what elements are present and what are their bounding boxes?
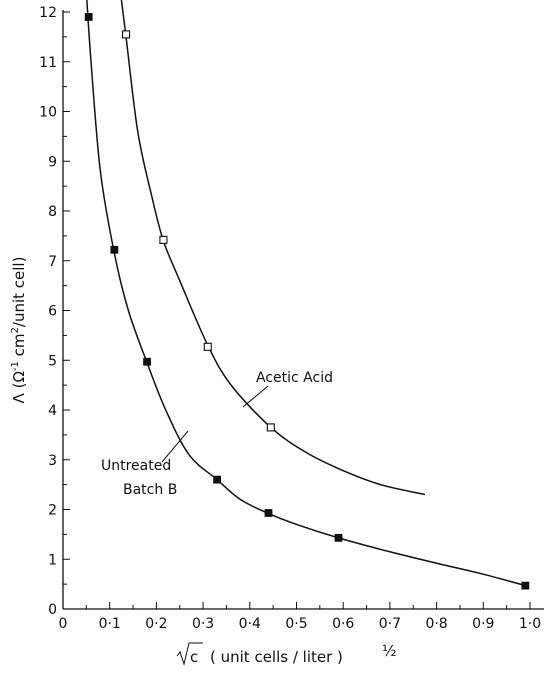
y-tick-label: 4 <box>48 403 57 419</box>
acetic-acid-annotation: Acetic Acid <box>242 370 333 408</box>
axes: 0 0·1 0·2 0·3 0·4 0·5 0·6 0·7 0·8 0·9 1·0012345678… <box>39 5 544 632</box>
y-axis-title-sup1: -1 <box>10 361 21 371</box>
radical-sign <box>176 642 203 666</box>
untreated-batch-b-point <box>264 509 273 517</box>
x-tick-label: 0 <box>59 616 68 632</box>
untreated-batch-b-point <box>521 581 530 590</box>
y-axis-title-part-b: cm <box>10 333 28 361</box>
curves <box>86 0 526 587</box>
y-tick-label: 10 <box>39 105 57 121</box>
acetic-acid-point <box>121 30 131 39</box>
y-tick-label: 6 <box>48 304 57 320</box>
x-tick-label: 0·9 <box>472 616 494 632</box>
y-axis-title-part-a: Λ (Ω <box>10 371 28 403</box>
x-tick-label: 0·7 <box>379 616 401 632</box>
acetic-acid-point <box>203 342 212 351</box>
y-axis-title: Λ (Ω-1 cm2/unit cell) <box>10 257 28 404</box>
y-axis-title-part-c: /unit cell) <box>10 257 28 328</box>
y-tick-label: 5 <box>48 353 57 369</box>
y-tick-label: 11 <box>39 55 57 71</box>
untreated-batch-b-point <box>334 533 343 542</box>
x-tick-label: 1·0 <box>519 616 541 632</box>
untreated-batch-b-point <box>110 245 119 254</box>
untreated-label-line2: Batch B <box>123 482 177 498</box>
y-tick-label: 1 <box>48 552 57 568</box>
x-tick-label: 0·8 <box>425 616 447 632</box>
untreated-batch-b-curve <box>86 0 526 587</box>
acetic-acid-point <box>159 235 168 244</box>
x-axis-title: c ( unit cells / liter ) ½ <box>176 642 397 666</box>
y-tick-label: 0 <box>48 602 57 618</box>
data-points <box>84 13 530 590</box>
y-tick-label: 2 <box>48 503 57 519</box>
untreated-batch-b-point <box>213 475 222 484</box>
untreated-annotation: Untreated Batch B <box>101 430 189 498</box>
acetic-acid-point <box>266 423 275 432</box>
y-tick-label: 7 <box>48 254 57 270</box>
y-tick-label: 9 <box>48 154 57 170</box>
x-tick-label: 0·3 <box>192 616 214 632</box>
x-axis-title-radicand: c <box>190 648 198 666</box>
x-axis-title-exponent: ½ <box>382 642 397 660</box>
y-tick-label: 3 <box>48 453 57 469</box>
x-axis-title-text: ( unit cells / liter ) <box>210 648 343 666</box>
x-tick-label: 0·4 <box>239 616 261 632</box>
y-axis-title-sup2: 2 <box>10 327 21 333</box>
acetic-acid-curve <box>120 0 426 496</box>
x-tick-label: 0·1 <box>99 616 121 632</box>
acetic-acid-pointer <box>242 385 269 408</box>
acetic-acid-label: Acetic Acid <box>256 370 333 386</box>
x-tick-label: 0·2 <box>145 616 167 632</box>
y-tick-label: 12 <box>39 5 57 21</box>
untreated-batch-b-point <box>84 13 93 21</box>
y-tick-label: 8 <box>48 204 57 220</box>
untreated-batch-b-point <box>143 357 151 366</box>
untreated-pointer <box>161 430 189 463</box>
untreated-label-line1: Untreated <box>101 458 171 474</box>
x-tick-label: 0·5 <box>285 616 307 632</box>
x-tick-label: 0·6 <box>332 616 354 632</box>
